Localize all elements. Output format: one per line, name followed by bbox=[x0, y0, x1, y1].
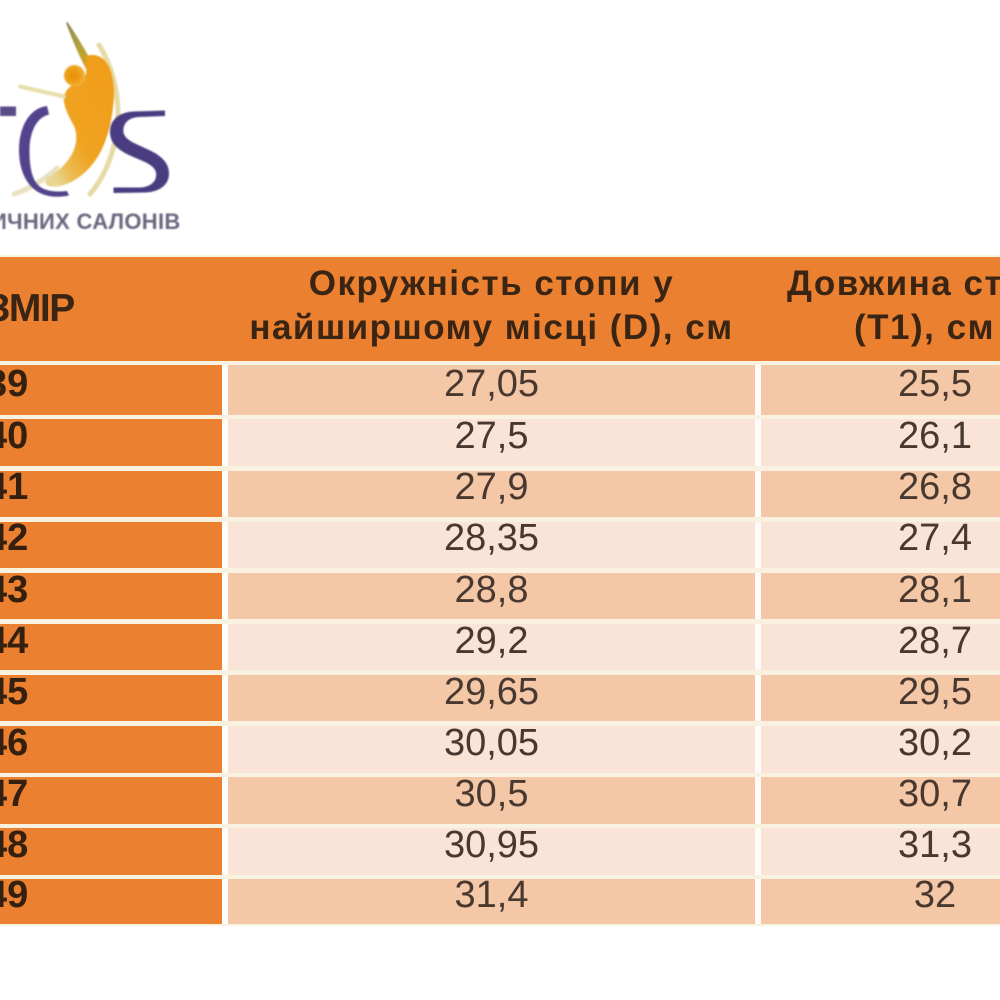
svg-text:ИЧНИХ САЛОНІВ: ИЧНИХ САЛОНІВ bbox=[0, 209, 181, 234]
